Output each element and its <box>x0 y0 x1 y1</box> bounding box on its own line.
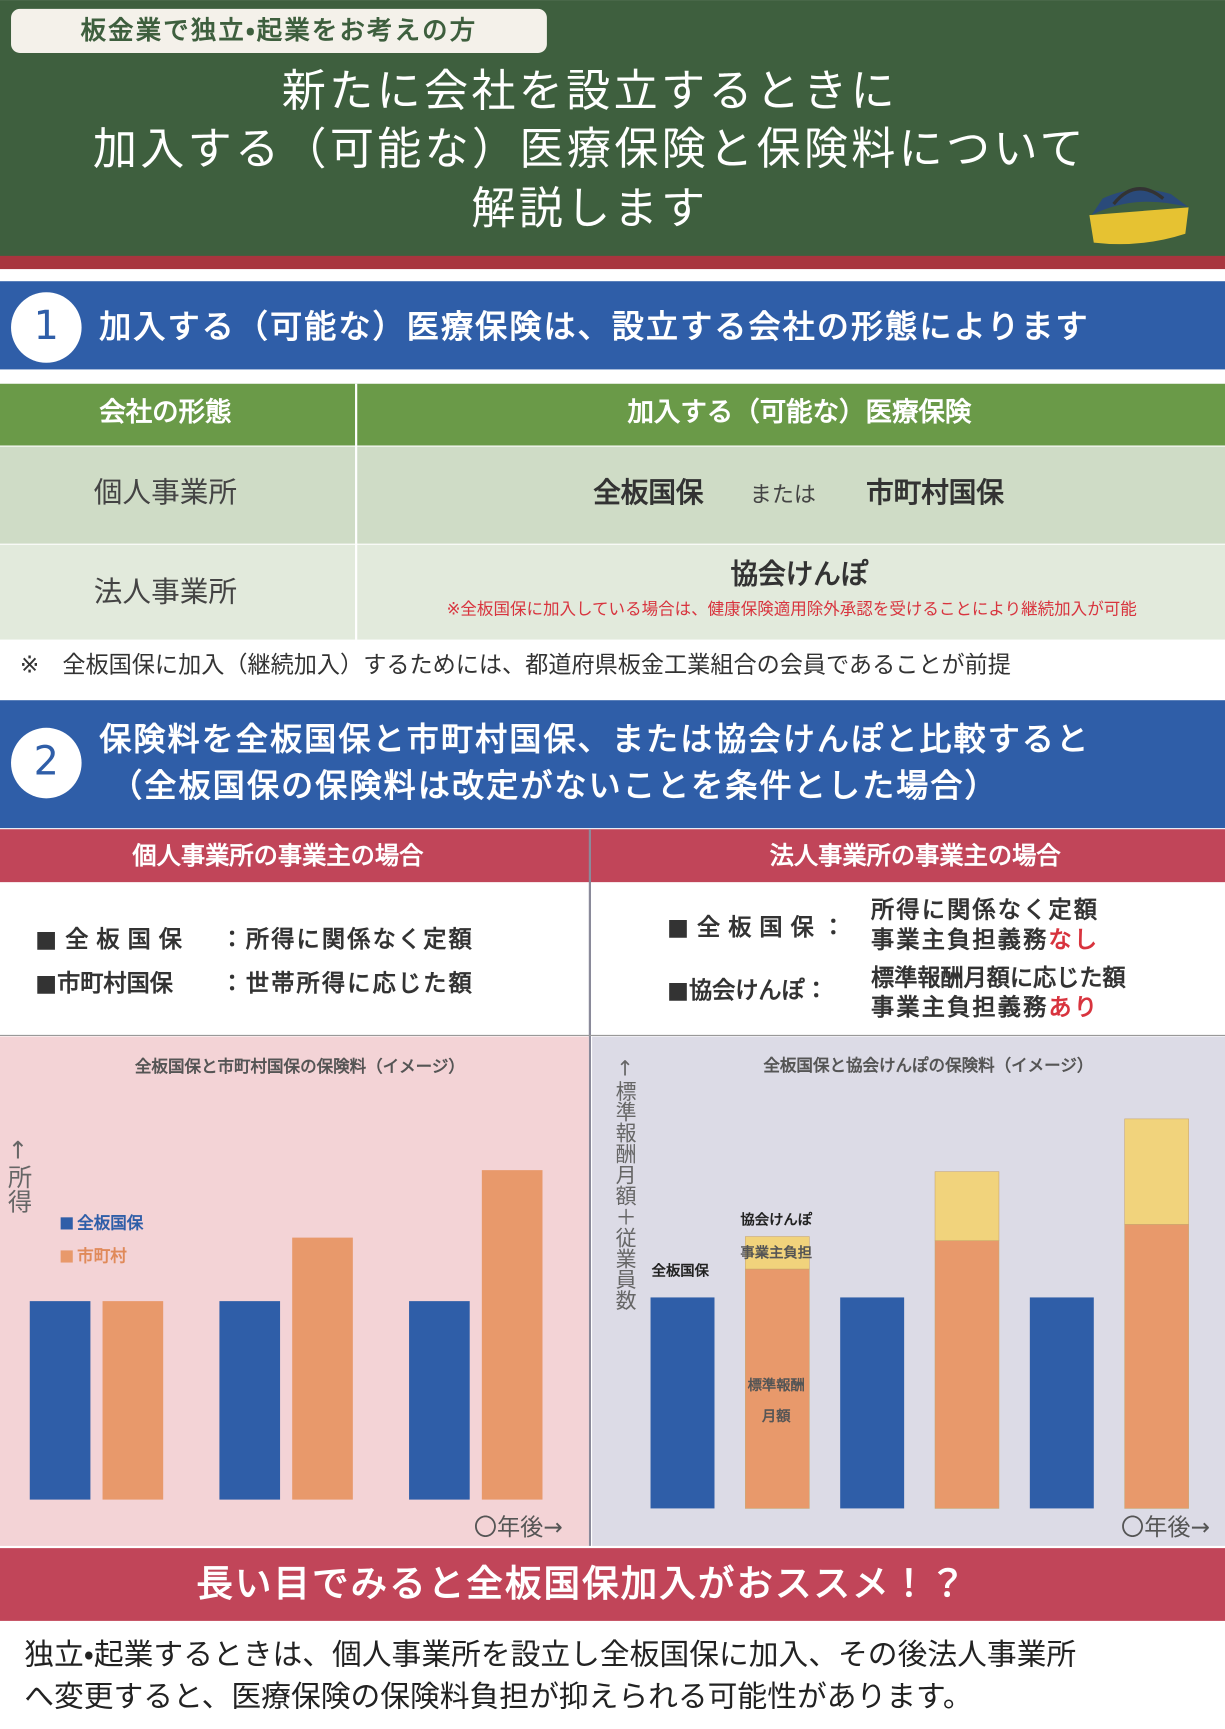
header-stripe <box>0 255 1225 270</box>
cell: 全板国保 <box>593 477 704 509</box>
cell: または <box>750 483 816 508</box>
cell: 法人事業所 <box>94 574 237 608</box>
legend-label: 市町村 <box>77 1246 127 1266</box>
cell: 市町村国保 <box>866 477 1004 509</box>
title: 新たに会社を設立するときに <box>282 66 898 117</box>
column-heading: 個人事業所の事業主の場合 <box>131 841 424 870</box>
cell: 協会けんぽ <box>731 559 869 591</box>
section-number: 1 <box>34 303 59 349</box>
item-duty: 事業主負担義務あり <box>871 993 1099 1020</box>
section-band <box>0 281 1225 370</box>
title: 加入する（可能な）医療保険と保険料について <box>93 124 1087 175</box>
item-desc: ：世帯所得に応じた額 <box>221 970 474 997</box>
item-label: ■協会けんぽ： <box>667 977 828 1004</box>
legend-label: 全板国保 <box>77 1212 144 1232</box>
bar <box>29 1301 91 1500</box>
bar-segment <box>1124 1224 1189 1509</box>
bar <box>840 1297 905 1509</box>
chart-title: 全板国保と協会けんぽの保険料（イメージ） <box>763 1055 1093 1075</box>
bar-segment <box>934 1171 1000 1241</box>
table-row <box>0 446 1225 544</box>
column-header <box>0 829 1225 883</box>
item-desc: 所得に関係なく定額 <box>870 896 1099 923</box>
chart-title: 全板国保と市町村国保の保険料（イメージ） <box>135 1056 465 1076</box>
bar-segment <box>745 1236 810 1270</box>
y-axis-label: ↑所得 <box>4 1136 33 1214</box>
item-label: ■市町村国保 <box>35 970 173 997</box>
body-text: へ変更すると、医療保険の保険料負担が抑えられる可能性があります。 <box>24 1680 972 1715</box>
item-desc: 標準報酬月額に応じた額 <box>871 965 1126 992</box>
table-heading: 加入する（可能な）医療保険 <box>627 397 971 428</box>
section-circle <box>11 292 82 363</box>
bar-segment <box>934 1240 1000 1509</box>
y-axis-label: ↑標準報酬月額＋従業員数 <box>613 1056 637 1311</box>
bag-icon <box>1089 187 1189 245</box>
item-duty: 事業主負担義務なし <box>871 926 1099 953</box>
cell: 個人事業所 <box>94 475 237 509</box>
title: 解説します <box>471 184 708 235</box>
section-heading: 加入する（可能な）医療保険は、設立する会社の形態によります <box>99 308 1089 346</box>
annotation: 全板国保 <box>652 1261 710 1279</box>
bar-segment <box>745 1268 810 1509</box>
bar <box>481 1170 543 1500</box>
annotation: 月額 <box>761 1408 791 1425</box>
body-text: 独立・起業するときは、個人事業所を設立し全板国保に加入、その後法人事業所 <box>24 1638 1076 1673</box>
banner: 長い目でみると全板国保加入がおススメ！？ <box>196 1562 968 1605</box>
bar-segment <box>1124 1118 1189 1225</box>
annotation: 協会けんぽ <box>740 1211 812 1229</box>
note: ※ 全板国保に加入（継続加入）するためには、都道府県板金工業組合の会員であること… <box>20 653 1011 679</box>
x-axis-label: 〇年後→ <box>1121 1515 1210 1541</box>
x-axis-label: 〇年後→ <box>474 1515 563 1541</box>
item-label: ■ 全 板 国 保 <box>35 926 183 953</box>
legend-swatch <box>60 1217 73 1230</box>
bar <box>650 1297 715 1509</box>
tag: 板金業で独立・起業をお考えの方 <box>81 15 478 45</box>
bar <box>292 1237 353 1500</box>
section-band <box>0 700 1225 829</box>
section-circle <box>11 727 82 799</box>
table-heading: 会社の形態 <box>99 397 232 428</box>
bar <box>219 1301 281 1500</box>
item-desc: ：所得に関係なく定額 <box>221 926 474 953</box>
bar <box>102 1301 164 1500</box>
column-heading: 法人事業所の事業主の場合 <box>770 841 1062 870</box>
duty-mark: あり <box>1048 994 1099 1020</box>
cell-note: ※全板国保に加入している場合は、健康保険適用除外承認を受けることにより継続加入が… <box>447 599 1137 618</box>
tag-box <box>11 8 547 53</box>
table-row <box>0 544 1225 640</box>
bar <box>1029 1297 1094 1509</box>
item-label: ■ 全 板 国 保 ： <box>667 914 845 941</box>
section-heading: 保険料を全板国保と市町村国保、または協会けんぽと比較すると <box>99 720 1090 758</box>
annotation: 事業主負担 <box>740 1244 812 1262</box>
legend-swatch <box>60 1250 73 1263</box>
banner-bg <box>0 1548 1225 1621</box>
annotation: 標準報酬 <box>748 1376 805 1394</box>
duty: 事業主負担義務 <box>871 926 1048 953</box>
section-number: 2 <box>34 739 59 785</box>
duty-mark: なし <box>1048 927 1099 953</box>
charts: 全板国保と市町村国保の保険料（イメージ）↑所得〇年後→全板国保市町村全板国保と協… <box>4 1055 1210 1541</box>
bar <box>409 1301 470 1500</box>
section-heading: （全板国保の保険料は改定がないことを条件とした場合） <box>110 766 999 804</box>
table-header <box>0 383 1225 446</box>
duty: 事業主負担義務 <box>871 993 1048 1020</box>
